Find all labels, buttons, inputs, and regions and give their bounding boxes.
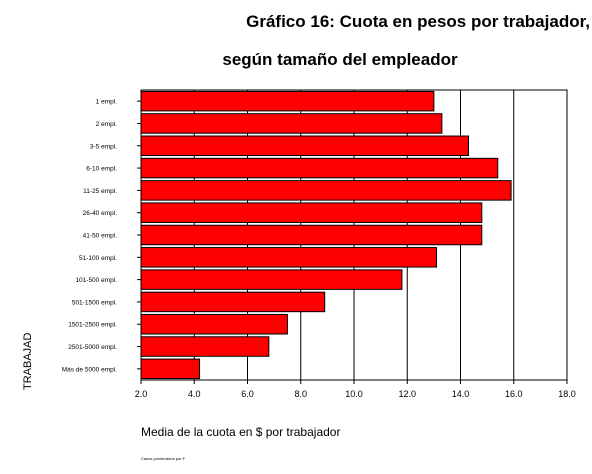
x-tick-label: 2.0 — [135, 389, 148, 399]
bar — [140, 113, 443, 134]
category-label: 501-1500 empl. — [72, 299, 117, 306]
category-label: Más de 5000 empl. — [62, 366, 117, 373]
x-tick-label: 12.0 — [398, 389, 416, 399]
bar — [140, 180, 512, 201]
bar — [140, 202, 483, 223]
footnote: Casos ponderados por F — [141, 456, 186, 461]
category-label: 2 empl. — [96, 121, 118, 128]
category-label: 51-100 empl. — [79, 255, 117, 262]
x-tick-label: 14.0 — [452, 389, 470, 399]
chart-subtitle: según tamaño del empleador — [222, 50, 458, 69]
bar — [140, 336, 270, 357]
x-tick-label: 18.0 — [558, 389, 576, 399]
y-axis-label: TRABAJAD — [22, 332, 34, 390]
x-axis-label: Media de la cuota en $ por trabajador — [141, 425, 341, 439]
x-tick-label: 6.0 — [241, 389, 254, 399]
bar — [140, 224, 483, 246]
category-label: 41-50 empl. — [83, 233, 118, 240]
bar — [140, 135, 469, 157]
category-label: 2501-5000 empl. — [68, 344, 117, 351]
bar — [140, 269, 403, 290]
bar — [140, 157, 499, 179]
bar — [140, 291, 326, 313]
bar — [140, 247, 438, 268]
x-tick-label: 8.0 — [294, 389, 307, 399]
x-tick-label: 16.0 — [505, 389, 523, 399]
category-label: 11-25 empl. — [83, 188, 117, 195]
chart-title: Gráfico 16: Cuota en pesos por trabajado… — [246, 12, 590, 31]
x-tick-label: 10.0 — [345, 389, 363, 399]
category-label: 1501-2500 empl. — [68, 322, 117, 329]
category-label: 3-5 empl. — [90, 143, 117, 150]
bar — [140, 358, 201, 380]
category-label: 26-40 empl. — [83, 210, 118, 217]
category-label: 101-500 empl. — [75, 277, 117, 284]
bar — [140, 90, 435, 112]
category-label: 1 empl. — [96, 99, 118, 106]
category-label: 6-10 empl. — [86, 166, 117, 173]
bar — [140, 313, 288, 335]
x-tick-label: 4.0 — [188, 389, 201, 399]
